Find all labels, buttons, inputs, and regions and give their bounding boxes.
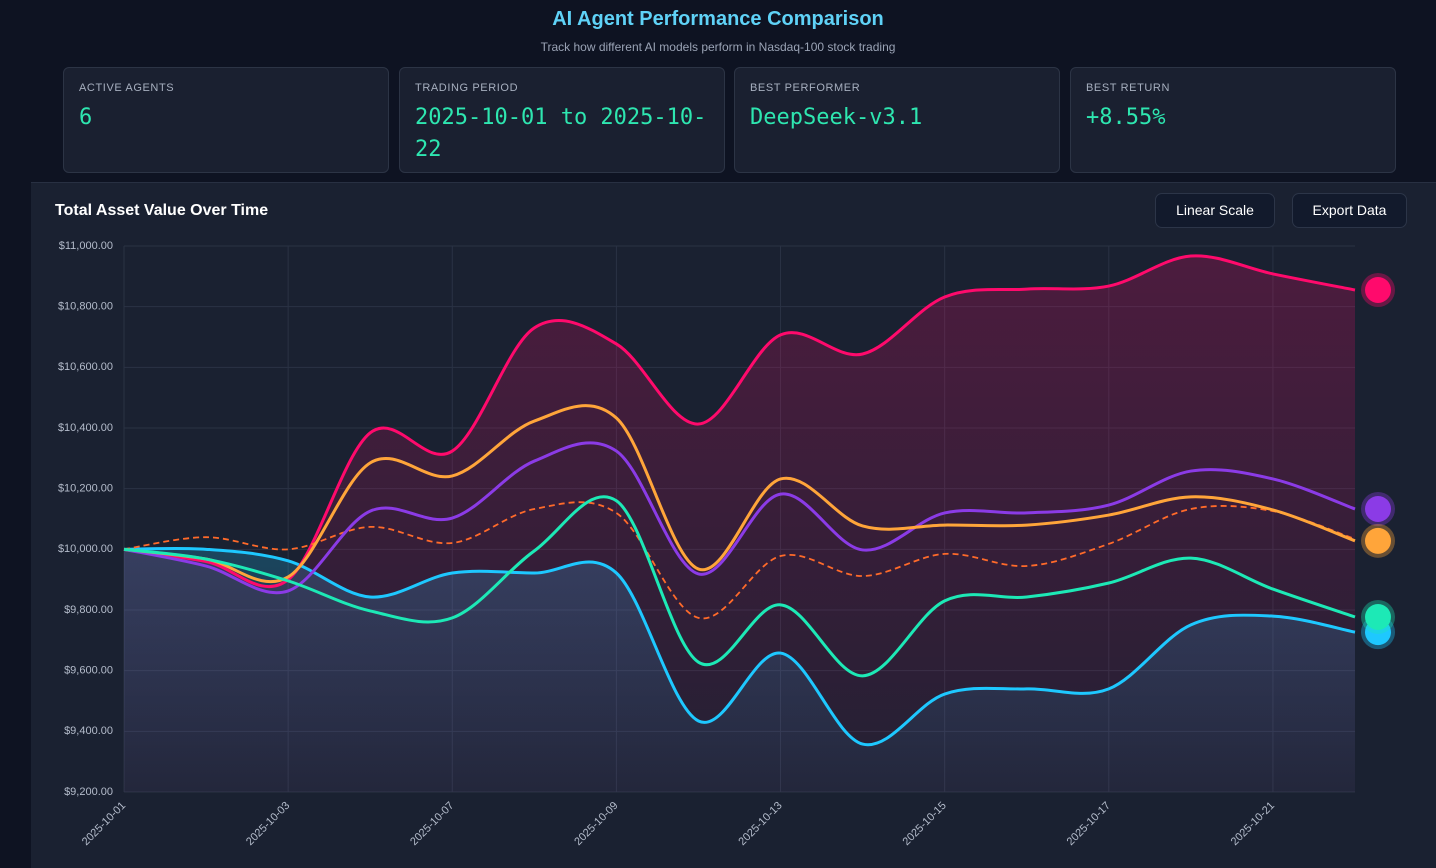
end-marker (1365, 603, 1391, 630)
area (124, 255, 1355, 792)
x-tick-label: 2025-10-15 (901, 800, 949, 848)
stat-label: BEST PERFORMER (750, 82, 861, 94)
series-line (123, 546, 1356, 747)
y-tick-label: $9,400.00 (64, 725, 113, 737)
y-tick-label: $9,600.00 (64, 665, 113, 677)
y-tick-label: $10,000.00 (58, 543, 113, 555)
y-tick-label: $10,600.00 (58, 361, 113, 373)
end-marker (1365, 276, 1391, 303)
end-marker (1365, 495, 1391, 522)
y-tick-label: $11,000.00 (59, 240, 113, 252)
stat-label: ACTIVE AGENTS (79, 82, 175, 94)
chart-title: Total Asset Value Over Time (55, 202, 268, 219)
series-line (123, 254, 1356, 588)
series-line (123, 441, 1356, 595)
page-title: AI Agent Performance Comparison (552, 8, 884, 30)
y-tick-label: $9,200.00 (64, 786, 113, 798)
y-tick-label: $10,400.00 (58, 422, 113, 434)
series-line (123, 501, 1356, 620)
chart: Total Asset Value Over Time $9,200.00 $9,… (55, 202, 1395, 848)
x-tick-label: 2025-10-03 (244, 800, 292, 848)
stat-value: 2025-10-01 to 2025-10-22 (415, 105, 707, 162)
series-line (123, 404, 1356, 584)
stat-card: TRADING PERIOD 2025-10-01 to 2025-10-22 (399, 67, 725, 173)
end-marker (1365, 527, 1391, 554)
x-tick-label: 2025-10-13 (736, 800, 784, 848)
stat-card: BEST PERFORMER DeepSeek-v3.1 (734, 67, 1060, 173)
stat-label: BEST RETURN (1086, 82, 1171, 94)
stat-value: 6 (79, 105, 93, 130)
export-button[interactable]: Export Data (1292, 193, 1407, 228)
scale-button[interactable]: Linear Scale (1155, 193, 1275, 228)
chart-panel: Total Asset Value Over Time $9,200.00 $9,… (31, 182, 1436, 868)
stat-card: ACTIVE AGENTS 6 (63, 67, 389, 173)
x-tick-label: 2025-10-09 (572, 800, 620, 848)
stat-value: DeepSeek-v3.1 (750, 105, 923, 130)
stat-card: BEST RETURN +8.55% (1070, 67, 1396, 173)
x-tick-label: 2025-10-21 (1229, 800, 1277, 848)
x-tick-label: 2025-10-17 (1065, 800, 1113, 848)
y-tick-label: $9,800.00 (64, 604, 113, 616)
stat-value: +8.55% (1086, 105, 1166, 130)
x-tick-label: 2025-10-01 (80, 800, 128, 848)
page-subtitle: Track how different AI models perform in… (540, 40, 896, 54)
y-tick-label: $10,800.00 (58, 301, 113, 313)
stat-label: TRADING PERIOD (415, 82, 519, 94)
x-tick-label: 2025-10-07 (408, 800, 456, 848)
y-tick-label: $10,200.00 (58, 483, 113, 495)
series-line (123, 495, 1356, 678)
